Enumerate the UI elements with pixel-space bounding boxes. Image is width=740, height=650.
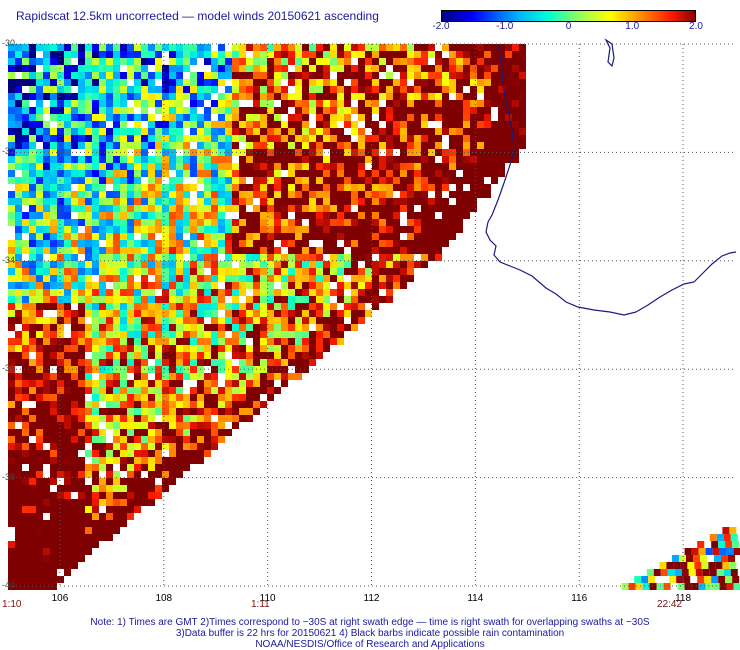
latitude-label: -38 xyxy=(2,471,16,482)
longitude-label: 114 xyxy=(467,593,484,604)
colorbar-tick-label: 0 xyxy=(565,21,572,32)
colorbar xyxy=(441,10,696,22)
time-middle: 1:11 xyxy=(251,599,270,610)
longitude-label: 118 xyxy=(675,593,692,604)
scatterometer-swath-cells xyxy=(8,44,740,590)
longitude-label: 108 xyxy=(155,593,173,604)
latitude-label: -36 xyxy=(2,363,16,374)
longitude-label: 106 xyxy=(51,593,69,604)
colorbar-tick-label: -1.0 xyxy=(496,21,514,32)
note-line-3: NOAA/NESDIS/Office of Research and Appli… xyxy=(255,639,485,650)
australia-coastline xyxy=(485,38,737,316)
time-left: 1:10 xyxy=(2,599,22,610)
note-line-2: 3)Data buffer is 22 hrs for 20150621 4) … xyxy=(175,628,565,639)
latitude-label: -34 xyxy=(2,254,16,265)
colorbar-tick-label: 1.0 xyxy=(625,21,640,32)
longitude-label: 112 xyxy=(363,593,380,604)
colorbar-tick-label: 2.0 xyxy=(689,21,703,32)
latitude-label: -30 xyxy=(2,38,16,48)
latitude-label: -40 xyxy=(2,580,16,590)
time-right: 22:42 xyxy=(657,599,683,610)
longitude-label: 116 xyxy=(571,593,588,604)
note-line-1: Note: 1) Times are GMT 2)Times correspon… xyxy=(90,617,650,628)
longitude-label: 110 xyxy=(259,593,276,604)
map-title: Rapidscat 12.5km uncorrected — model win… xyxy=(16,9,379,23)
colorbar-tick-label: -2.0 xyxy=(432,21,450,32)
latitude-label: -32 xyxy=(2,146,16,157)
